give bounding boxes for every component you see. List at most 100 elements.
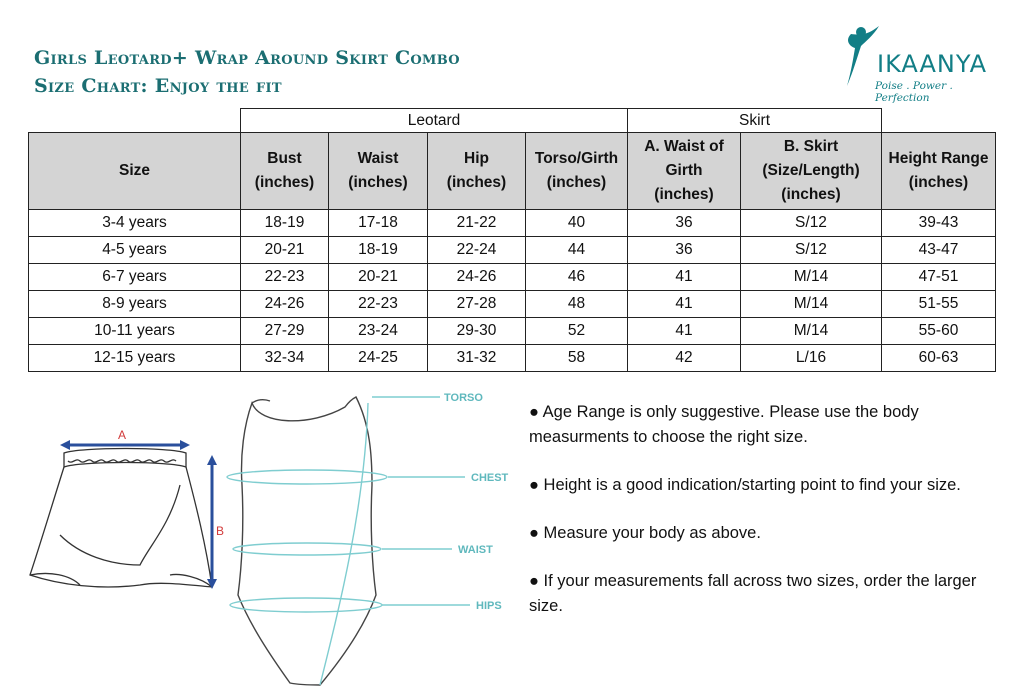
column-header-line: (inches) — [546, 174, 607, 191]
label-chest: CHEST — [471, 472, 509, 484]
table-cell: 17-18 — [328, 209, 428, 237]
table-cell: 44 — [525, 236, 628, 264]
note-item: ● If your measurements fall across two s… — [529, 572, 977, 615]
table-cell: 47-51 — [881, 263, 996, 291]
table-cell: 18-19 — [328, 236, 428, 264]
measure-lines — [226, 396, 470, 686]
table-cell: 36 — [627, 209, 741, 237]
table-cell: 8-9 years — [28, 290, 241, 318]
table-cell: M/14 — [740, 290, 882, 318]
page-title: Girls Leotard+ Wrap Around Skirt Combo S… — [34, 44, 460, 100]
column-header-line: (inches) — [781, 186, 841, 203]
brand-name: IKAANYA — [877, 50, 988, 78]
column-header-line: B. Skirt — [783, 138, 839, 155]
label-hips: HIPS — [476, 600, 502, 612]
column-header-line: (Size/Length) — [762, 162, 860, 179]
brand-tagline: Poise . Power . Perfection — [875, 80, 953, 104]
table-cell: 4-5 years — [28, 236, 241, 264]
title-line-2: Size Chart: Enjoy the fit — [34, 75, 282, 97]
table-cell: 24-26 — [427, 263, 526, 291]
column-header: Torso/Girth (inches) — [525, 132, 628, 210]
table-cell: 60-63 — [881, 344, 996, 372]
table-cell: 58 — [525, 344, 628, 372]
table-row: 10-11 years 27-29 23-24 29-30 52 41 M/14 55-60 — [28, 317, 996, 345]
column-header-line: (inches) — [446, 174, 507, 191]
table-cell: 41 — [627, 290, 741, 318]
note-item: ● Measure your body as above. — [529, 524, 761, 542]
dimension-a: A — [60, 428, 190, 450]
table-cell: 27-29 — [240, 317, 329, 345]
table-cell: 23-24 — [328, 317, 428, 345]
table-cell: 20-21 — [328, 263, 428, 291]
table-cell: 12-15 years — [28, 344, 241, 372]
column-header-line: (inches) — [254, 174, 315, 191]
column-header-line: Size — [118, 162, 150, 179]
table-cell: 22-23 — [328, 290, 428, 318]
notes-list: ● Age Range is only suggestive. Please u… — [529, 400, 999, 642]
table-cell: L/16 — [740, 344, 882, 372]
table-cell: 41 — [627, 317, 741, 345]
table-cell: 20-21 — [240, 236, 329, 264]
table-row: 6-7 years 22-23 20-21 24-26 46 41 M/14 47-51 — [28, 263, 996, 291]
table-cell: 27-28 — [427, 290, 526, 318]
measurement-diagram: A B TORSO CHEST WAIST HIPS — [29, 392, 509, 686]
note-item: ● Age Range is only suggestive. Please u… — [529, 403, 919, 446]
label-torso: TORSO — [444, 392, 483, 404]
table-cell: 10-11 years — [28, 317, 241, 345]
table-cell: 42 — [627, 344, 741, 372]
column-header-line: Bust — [267, 150, 302, 167]
table-cell: 43-47 — [881, 236, 996, 264]
table-cell: 51-55 — [881, 290, 996, 318]
dancer-logo-icon — [847, 26, 879, 86]
table-cell: 31-32 — [427, 344, 526, 372]
note-item: ● Height is a good indication/starting p… — [529, 476, 961, 494]
table-cell: 24-26 — [240, 290, 329, 318]
table-row: 8-9 years 24-26 22-23 27-28 48 41 M/14 51-55 — [28, 290, 996, 318]
table-cell: S/12 — [740, 236, 882, 264]
table-cell: 32-34 — [240, 344, 329, 372]
table-cell: M/14 — [740, 263, 882, 291]
column-header: Size — [28, 132, 241, 210]
column-header-line: Waist — [357, 150, 399, 167]
column-header-row: Size Bust (inches) Waist (inches) Hip (inches)… — [28, 132, 996, 210]
column-header-line: Height Range — [888, 150, 989, 167]
table-cell: 40 — [525, 209, 628, 237]
leotard-illustration — [237, 396, 377, 686]
group-header-leotard: Leotard — [240, 108, 628, 133]
label-a: A — [118, 428, 126, 442]
table-cell: 3-4 years — [28, 209, 241, 237]
column-header-line: (inches) — [348, 174, 408, 191]
table-cell: 55-60 — [881, 317, 996, 345]
column-header-line: Torso/Girth — [534, 150, 619, 167]
table-cell: 21-22 — [427, 209, 526, 237]
table-row: 3-4 years 18-19 17-18 21-22 40 36 S/12 39-43 — [28, 209, 996, 237]
title-line-1: Girls Leotard+ Wrap Around Skirt Combo — [34, 47, 460, 69]
table-cell: 46 — [525, 263, 628, 291]
table-cell: 22-23 — [240, 263, 329, 291]
table-body: 3-4 years 18-19 17-18 21-22 40 36 S/12 39-43 4-5… — [28, 209, 996, 372]
skirt-illustration — [29, 447, 213, 588]
table-row: 12-15 years 32-34 24-25 31-32 58 42 L/16 60-63 — [28, 344, 996, 372]
size-chart-table: Leotard Skirt Size Bust (inches) Waist (inch… — [28, 108, 996, 372]
dimension-b: B — [207, 455, 224, 589]
column-header: A. Waist of Girth (inches) — [627, 132, 741, 210]
group-header-row: Leotard Skirt — [29, 108, 996, 133]
column-header: Bust (inches) — [240, 132, 329, 210]
label-b: B — [216, 524, 224, 538]
table-cell: 6-7 years — [28, 263, 241, 291]
table-cell: M/14 — [740, 317, 882, 345]
column-header: Hip (inches) — [427, 132, 526, 210]
table-cell: 18-19 — [240, 209, 329, 237]
table-cell: 48 — [525, 290, 628, 318]
column-header: B. Skirt (Size/Length) (inches) — [740, 132, 882, 210]
column-header-line: Girth — [665, 162, 703, 179]
table-cell: 36 — [627, 236, 741, 264]
table-cell: 22-24 — [427, 236, 526, 264]
table-cell: 24-25 — [328, 344, 428, 372]
table-cell: 29-30 — [427, 317, 526, 345]
table-row: 4-5 years 20-21 18-19 22-24 44 36 S/12 43-47 — [28, 236, 996, 264]
column-header: Waist (inches) — [328, 132, 428, 210]
table-cell: 41 — [627, 263, 741, 291]
label-waist: WAIST — [458, 544, 493, 556]
table-cell: 52 — [525, 317, 628, 345]
